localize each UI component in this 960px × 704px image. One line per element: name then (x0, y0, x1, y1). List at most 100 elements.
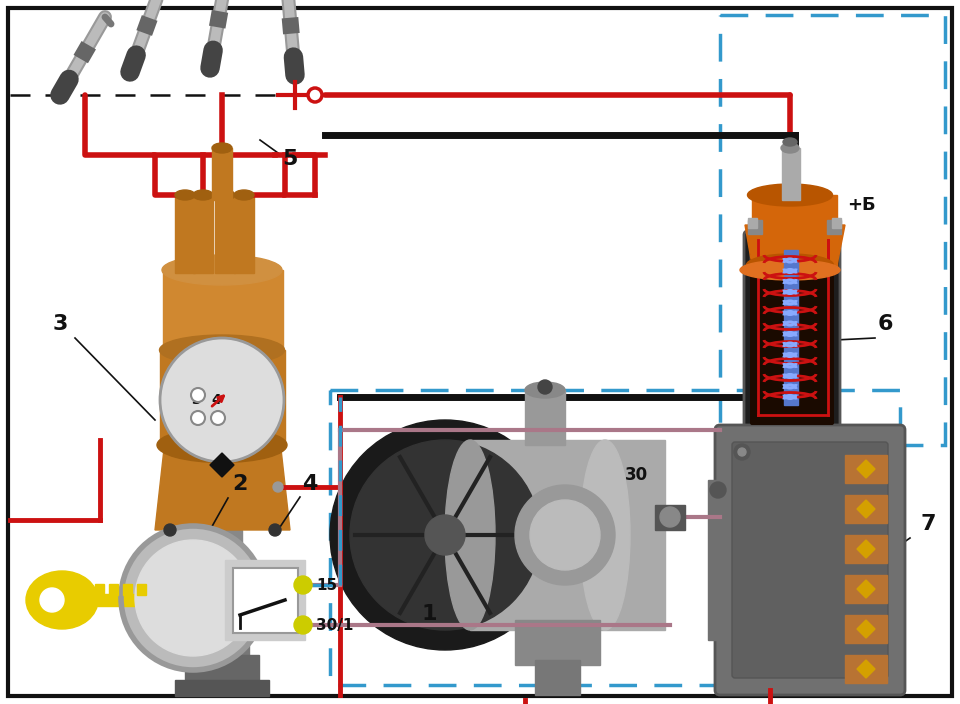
Bar (215, 195, 235, 273)
Ellipse shape (781, 143, 799, 153)
Circle shape (515, 485, 615, 585)
Polygon shape (857, 460, 875, 478)
Circle shape (135, 540, 251, 656)
Bar (88, 594, 153, 606)
Text: 2: 2 (232, 474, 248, 494)
Bar (752, 195, 837, 267)
Text: 30: 30 (625, 466, 648, 484)
Polygon shape (857, 540, 875, 558)
Ellipse shape (445, 440, 495, 630)
Ellipse shape (783, 138, 797, 146)
Bar (720, 15, 945, 445)
Circle shape (164, 524, 176, 536)
Text: 15: 15 (316, 578, 337, 593)
Bar (784, 250, 798, 405)
Circle shape (710, 482, 726, 498)
FancyBboxPatch shape (732, 442, 888, 678)
Bar (708, 480, 728, 640)
Circle shape (660, 507, 680, 527)
Bar (234, 195, 254, 273)
Text: 3: 3 (52, 314, 68, 334)
Ellipse shape (193, 190, 213, 200)
Bar (212, 148, 232, 200)
Text: 5: 5 (282, 149, 298, 169)
FancyBboxPatch shape (744, 231, 840, 434)
Bar (185, 655, 259, 685)
Text: 2: 2 (213, 413, 223, 427)
Circle shape (738, 448, 746, 456)
Bar (137, 584, 146, 595)
Ellipse shape (215, 190, 235, 200)
Polygon shape (857, 620, 875, 638)
Bar (655, 505, 685, 530)
Bar (845, 615, 887, 643)
Circle shape (40, 588, 64, 612)
Text: 30/1: 30/1 (316, 618, 353, 633)
Ellipse shape (748, 184, 832, 206)
Bar (832, 218, 841, 228)
Text: 1: 1 (193, 413, 203, 427)
Bar (782, 148, 800, 200)
Circle shape (160, 338, 284, 462)
Bar (225, 560, 305, 640)
Ellipse shape (26, 571, 98, 629)
Circle shape (734, 444, 750, 460)
Polygon shape (210, 453, 234, 477)
Circle shape (530, 500, 600, 570)
Polygon shape (745, 225, 845, 265)
Circle shape (294, 576, 312, 594)
Circle shape (121, 526, 265, 670)
FancyBboxPatch shape (715, 425, 905, 695)
Polygon shape (857, 500, 875, 518)
Text: 3: 3 (191, 393, 201, 407)
Circle shape (308, 88, 322, 102)
Ellipse shape (580, 440, 630, 630)
Text: 1: 1 (422, 604, 438, 624)
Ellipse shape (740, 260, 840, 280)
Ellipse shape (175, 190, 195, 200)
Circle shape (191, 411, 205, 425)
Bar (123, 584, 132, 595)
Text: 6: 6 (878, 314, 894, 334)
Bar (750, 235, 835, 265)
Polygon shape (857, 660, 875, 678)
Text: 4: 4 (302, 474, 318, 494)
Ellipse shape (212, 143, 232, 153)
Bar (193, 195, 213, 273)
Bar (748, 218, 757, 228)
Ellipse shape (157, 427, 287, 463)
Circle shape (191, 388, 205, 402)
Circle shape (350, 440, 540, 630)
Bar (845, 535, 887, 563)
Bar (202, 530, 242, 630)
Text: +Б: +Б (847, 196, 876, 214)
Ellipse shape (162, 255, 282, 285)
Bar (845, 575, 887, 603)
Bar (525, 390, 565, 445)
Ellipse shape (525, 382, 565, 398)
Bar (748, 220, 762, 234)
Bar (782, 148, 800, 200)
Ellipse shape (747, 254, 833, 276)
Circle shape (538, 380, 552, 394)
Bar (535, 660, 580, 695)
Circle shape (211, 411, 225, 425)
Circle shape (269, 524, 281, 536)
Bar (163, 270, 283, 352)
Circle shape (330, 420, 560, 650)
Text: 4: 4 (211, 393, 221, 407)
Bar (175, 680, 269, 696)
Bar (330, 390, 900, 685)
FancyBboxPatch shape (750, 236, 834, 425)
Bar (827, 220, 841, 234)
Ellipse shape (159, 335, 284, 365)
Bar (845, 495, 887, 523)
Text: 7: 7 (920, 514, 935, 534)
Bar (233, 568, 298, 633)
Bar (195, 620, 249, 660)
Bar (470, 440, 665, 630)
Ellipse shape (234, 190, 254, 200)
Circle shape (425, 515, 465, 555)
Polygon shape (155, 440, 290, 530)
Polygon shape (857, 580, 875, 598)
